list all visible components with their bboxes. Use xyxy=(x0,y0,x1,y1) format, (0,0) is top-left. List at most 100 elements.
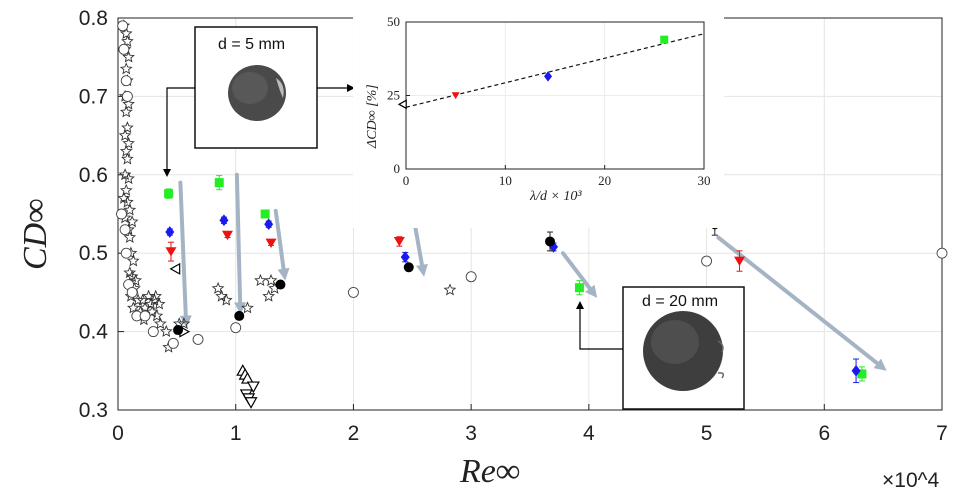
star-marker xyxy=(121,34,134,47)
series-triangle-left-open xyxy=(169,262,181,275)
star-marker xyxy=(121,152,134,165)
inset-x-axis-label: λ/d × 10³ xyxy=(529,189,582,204)
y-tick-label: 0.5 xyxy=(79,242,108,265)
blue-diamond-marker xyxy=(219,214,229,227)
star-marker xyxy=(122,136,135,149)
star-marker xyxy=(159,324,173,337)
trend-arrow xyxy=(178,180,192,328)
black-circle-marker xyxy=(545,236,556,247)
x-tick-label: 3 xyxy=(465,422,477,445)
annotation-d20-arrowhead-up xyxy=(576,301,584,309)
series-triangle-down-red xyxy=(165,230,746,272)
star-marker xyxy=(443,283,457,296)
x-tick-label: 4 xyxy=(583,422,595,445)
star-marker xyxy=(152,297,166,310)
red-triangle-marker xyxy=(265,238,277,248)
annotations: d = 5 mm d = 20 mm xyxy=(163,26,745,410)
star-marker xyxy=(131,293,145,306)
circle-marker xyxy=(192,333,204,345)
inset-plot: 0 10 20 30 0 25 50 λ/d × 10³ ΔCD∞ [%] xyxy=(353,9,724,228)
red-triangle-marker xyxy=(393,237,405,247)
inset-y-tick-label: 0 xyxy=(394,161,401,176)
blue-diamond-marker xyxy=(851,364,861,377)
star-marker xyxy=(122,172,135,185)
x-tick-label: 5 xyxy=(701,422,713,445)
x-tick-label: 2 xyxy=(348,422,360,445)
inset-series-triangle-down-red xyxy=(451,92,460,100)
red-triangle-marker xyxy=(451,92,460,100)
star-marker xyxy=(123,203,137,216)
star-marker xyxy=(119,62,133,75)
green-square-marker xyxy=(164,189,174,199)
inset-series-triangle-left-open xyxy=(397,99,407,110)
circle-marker xyxy=(120,75,132,87)
trend-arrow-shaft xyxy=(560,251,592,291)
circle-marker xyxy=(139,310,151,322)
circle-marker xyxy=(167,337,179,349)
star-marker xyxy=(123,266,137,279)
trend-arrow-head xyxy=(585,284,598,298)
open-triangle-left-marker xyxy=(169,262,181,275)
circle-marker xyxy=(118,43,130,55)
x-tick-label: 7 xyxy=(936,422,948,445)
blue-diamond-marker xyxy=(400,251,410,263)
star-marker xyxy=(150,309,164,322)
circle-marker xyxy=(126,286,138,298)
inset-x-tick-label: 20 xyxy=(598,173,611,188)
star-marker xyxy=(153,317,167,330)
green-square-marker xyxy=(574,283,584,293)
green-square-marker xyxy=(214,178,224,188)
inset-ticks: 0 10 20 30 0 25 50 xyxy=(387,14,711,188)
trend-arrow-head xyxy=(234,302,247,315)
x-axis-multiplier: ×10^4 xyxy=(882,469,939,491)
open-triangle-down-marker xyxy=(246,381,260,394)
red-triangle-marker xyxy=(734,256,746,266)
y-tick-label: 0.6 xyxy=(79,164,108,187)
annotation-d20-connector xyxy=(579,305,623,350)
inset-x-tick-label: 10 xyxy=(499,173,512,188)
star-marker xyxy=(254,273,267,287)
inset-y-axis-label: ΔCD∞ [%] xyxy=(365,84,380,149)
sphere-5mm-image xyxy=(228,65,286,121)
y-axis-label: CD∞ xyxy=(17,199,54,270)
star-marker xyxy=(119,144,133,157)
circle-marker xyxy=(465,271,477,283)
star-marker xyxy=(211,281,225,294)
star-marker xyxy=(122,97,135,110)
series-triangle-up-open xyxy=(236,364,255,384)
y-tick-label: 0.3 xyxy=(79,399,108,422)
inset-y-tick-label: 50 xyxy=(387,14,400,29)
y-tick-label: 0.8 xyxy=(79,7,108,30)
star-marker xyxy=(119,105,133,118)
trend-arrow xyxy=(716,235,887,371)
inset-x-tick-label: 0 xyxy=(403,173,410,188)
circle-marker xyxy=(116,208,127,220)
trend-arrow-head xyxy=(873,358,887,371)
sphere-20mm-image xyxy=(643,311,725,391)
star-marker xyxy=(123,230,137,243)
circle-marker xyxy=(121,90,133,102)
series-circle xyxy=(116,20,948,349)
series-square-green xyxy=(164,175,867,382)
main-ticks: 0 1 2 3 4 5 6 7 0.3 0.4 0.5 0.6 0.7 0.8 xyxy=(79,7,948,445)
inset-x-tick-label: 30 xyxy=(698,173,711,188)
trend-arrow-shaft xyxy=(716,235,880,366)
star-marker xyxy=(126,301,140,314)
green-square-marker xyxy=(660,35,669,44)
trend-arrow-shaft xyxy=(178,180,188,318)
y-tick-label: 0.4 xyxy=(79,321,109,344)
black-circle-marker xyxy=(403,262,414,273)
annotation-d5-arrowhead-down xyxy=(163,169,171,177)
star-marker xyxy=(136,293,150,306)
trend-arrow xyxy=(560,251,598,298)
blue-diamond-marker xyxy=(165,226,175,238)
circle-marker xyxy=(936,247,948,259)
trend-arrow xyxy=(234,172,247,315)
star-marker xyxy=(118,128,132,141)
star-marker xyxy=(129,273,143,287)
annotation-d5-arrowhead-right xyxy=(347,84,355,92)
star-marker xyxy=(121,121,134,134)
trend-arrow-shaft xyxy=(234,172,243,305)
series-diamond-blue xyxy=(165,214,861,384)
inset-y-tick-label: 25 xyxy=(387,88,400,103)
